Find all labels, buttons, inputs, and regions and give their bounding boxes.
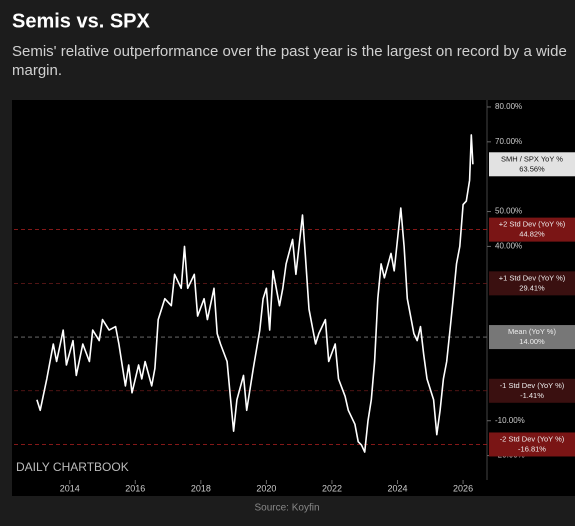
x-tick-label: 2014	[60, 483, 80, 493]
annotation-box	[489, 152, 575, 177]
y-tick-label: 70.00%	[495, 137, 522, 146]
chart-subtitle: Semis' relative outperformance over the …	[12, 43, 567, 79]
x-tick-label: 2026	[453, 483, 473, 493]
annotation-label: -1 Std Dev (YoY %)	[500, 381, 565, 390]
annotation-value: -16.81%	[518, 444, 546, 453]
annotation-box	[489, 378, 575, 403]
y-tick-label: 40.00%	[495, 242, 522, 251]
annotation-label: SMH / SPX YoY %	[501, 154, 563, 163]
annotation-box	[489, 271, 575, 296]
annotation-label: -2 Std Dev (YoY %)	[500, 434, 565, 443]
x-tick-label: 2022	[322, 483, 342, 493]
annotation-label: +2 Std Dev (YoY %)	[499, 220, 566, 229]
watermark: DAILY CHARTBOOK	[16, 460, 129, 474]
annotation-box	[489, 432, 575, 457]
y-tick-label: -10.00%	[495, 416, 525, 425]
x-tick-label: 2020	[256, 483, 276, 493]
annotation-box	[489, 217, 575, 242]
x-tick-label: 2024	[387, 483, 407, 493]
annotation-value: 44.82%	[519, 230, 545, 239]
series-line	[36, 134, 474, 453]
annotation-box	[489, 325, 575, 350]
annotation-value: -1.41%	[520, 391, 544, 400]
x-tick-label: 2018	[191, 483, 211, 493]
annotation-label: +1 Std Dev (YoY %)	[499, 273, 566, 282]
subtitle-box: Semis' relative outperformance over the …	[12, 43, 567, 79]
annotation-value: 14.00%	[519, 337, 545, 346]
annotation-value: 29.41%	[519, 283, 545, 292]
y-tick-label: 80.00%	[495, 102, 522, 111]
annotation-label: Mean (YoY %)	[508, 327, 556, 336]
x-tick-label: 2016	[125, 483, 145, 493]
plot-panel	[12, 100, 575, 496]
y-tick-label: 50.00%	[495, 207, 522, 216]
chart-title: Semis vs. SPX	[12, 10, 151, 32]
source: Source: Koyfin	[254, 503, 319, 514]
annotation-value: 63.56%	[519, 164, 545, 173]
